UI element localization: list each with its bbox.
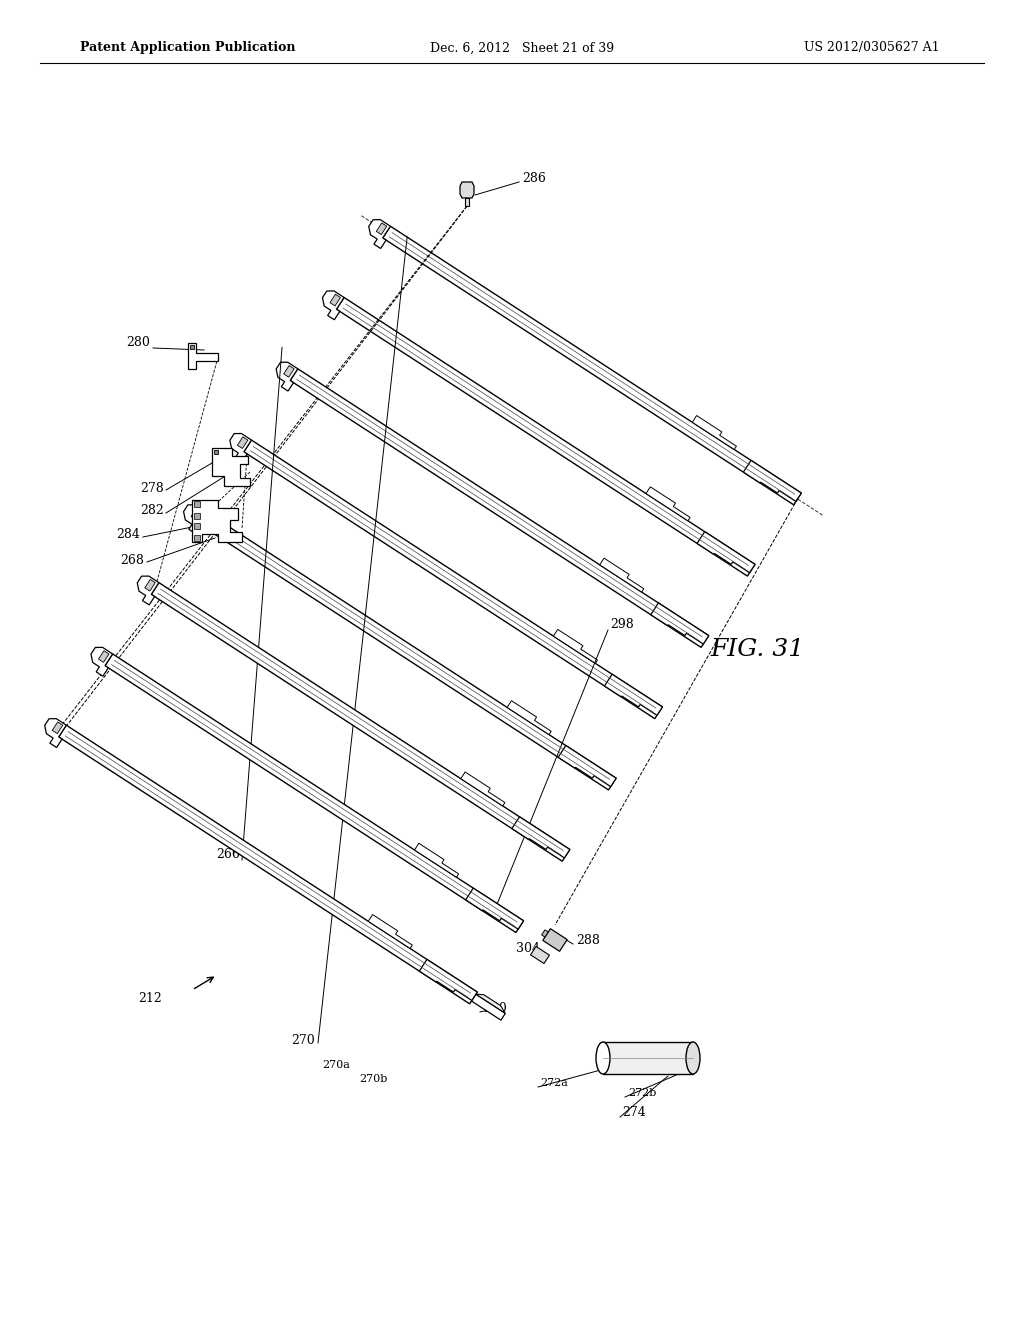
Polygon shape (191, 508, 202, 520)
Polygon shape (290, 368, 709, 647)
Polygon shape (475, 994, 505, 1014)
Text: 212: 212 (138, 991, 162, 1005)
Text: 272b: 272b (628, 1088, 656, 1098)
Polygon shape (194, 523, 200, 529)
Polygon shape (543, 929, 567, 952)
Ellipse shape (686, 1041, 700, 1074)
Polygon shape (284, 366, 294, 378)
Text: US 2012/0305627 A1: US 2012/0305627 A1 (805, 41, 940, 54)
Polygon shape (194, 513, 200, 519)
Text: 274: 274 (622, 1106, 646, 1119)
Text: Dec. 6, 2012   Sheet 21 of 39: Dec. 6, 2012 Sheet 21 of 39 (430, 41, 614, 54)
Text: 272a: 272a (540, 1078, 568, 1088)
Polygon shape (105, 653, 523, 932)
Polygon shape (460, 182, 474, 198)
Polygon shape (471, 994, 505, 1020)
Polygon shape (369, 219, 390, 248)
Polygon shape (604, 675, 663, 715)
Text: 290: 290 (483, 1002, 507, 1015)
Polygon shape (194, 502, 200, 507)
Polygon shape (369, 915, 413, 949)
Polygon shape (52, 722, 62, 734)
Polygon shape (190, 345, 194, 348)
Text: 268: 268 (120, 553, 144, 566)
Polygon shape (651, 603, 709, 644)
Polygon shape (330, 294, 340, 306)
Text: 272: 272 (607, 1056, 631, 1068)
Polygon shape (276, 362, 298, 391)
Text: 288: 288 (575, 935, 600, 948)
Ellipse shape (596, 1041, 610, 1074)
Polygon shape (646, 487, 690, 521)
Polygon shape (229, 433, 252, 462)
Polygon shape (198, 511, 616, 789)
Polygon shape (465, 198, 469, 206)
Polygon shape (212, 447, 250, 486)
Polygon shape (337, 297, 755, 576)
Polygon shape (183, 504, 205, 533)
Polygon shape (45, 718, 67, 747)
Text: 278: 278 (140, 482, 164, 495)
Polygon shape (697, 532, 755, 573)
Text: 266: 266 (216, 849, 240, 862)
Text: 280: 280 (126, 337, 150, 350)
Polygon shape (553, 630, 598, 664)
Text: 298: 298 (610, 619, 634, 631)
Polygon shape (152, 582, 569, 861)
Polygon shape (137, 576, 159, 605)
Polygon shape (415, 843, 459, 878)
Polygon shape (244, 440, 663, 718)
Text: 282: 282 (140, 503, 164, 516)
Polygon shape (512, 817, 569, 858)
Text: FIG. 31: FIG. 31 (710, 639, 804, 661)
Polygon shape (144, 579, 156, 591)
Polygon shape (558, 746, 616, 787)
Text: 286: 286 (522, 172, 546, 185)
Polygon shape (194, 535, 200, 541)
Polygon shape (98, 651, 109, 663)
Polygon shape (743, 461, 802, 502)
Polygon shape (214, 450, 218, 454)
Polygon shape (376, 223, 387, 235)
Polygon shape (193, 500, 242, 543)
Polygon shape (238, 437, 248, 449)
Polygon shape (692, 416, 736, 450)
Polygon shape (58, 725, 477, 1003)
Polygon shape (383, 226, 802, 504)
Text: 304: 304 (516, 941, 540, 954)
Text: 284: 284 (116, 528, 140, 541)
Text: 270: 270 (291, 1034, 315, 1047)
Polygon shape (323, 290, 344, 319)
Polygon shape (91, 647, 113, 676)
Polygon shape (419, 960, 477, 1001)
Polygon shape (461, 772, 505, 807)
Polygon shape (507, 701, 551, 735)
Text: Patent Application Publication: Patent Application Publication (80, 41, 296, 54)
Text: 270a: 270a (323, 1060, 350, 1071)
Text: 270b: 270b (359, 1074, 388, 1084)
Polygon shape (542, 929, 548, 937)
Polygon shape (530, 946, 550, 964)
Polygon shape (466, 888, 523, 929)
Polygon shape (603, 1041, 693, 1074)
Polygon shape (600, 558, 644, 593)
Polygon shape (188, 343, 218, 370)
